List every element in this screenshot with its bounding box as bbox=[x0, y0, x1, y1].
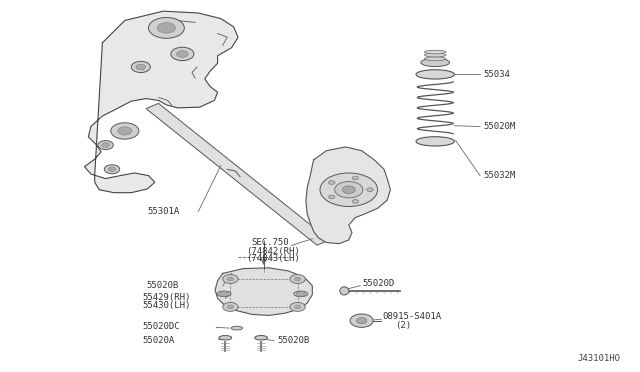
Ellipse shape bbox=[416, 137, 454, 146]
Circle shape bbox=[108, 167, 116, 171]
Ellipse shape bbox=[421, 58, 450, 67]
Circle shape bbox=[102, 143, 109, 147]
Circle shape bbox=[136, 64, 146, 70]
Circle shape bbox=[328, 195, 335, 199]
Text: 55020DC: 55020DC bbox=[142, 322, 180, 331]
Circle shape bbox=[290, 275, 305, 283]
Ellipse shape bbox=[219, 336, 232, 340]
Circle shape bbox=[220, 291, 228, 296]
Circle shape bbox=[157, 23, 175, 33]
Text: 55020B: 55020B bbox=[146, 281, 178, 290]
Circle shape bbox=[223, 302, 238, 311]
Ellipse shape bbox=[416, 70, 454, 79]
Ellipse shape bbox=[424, 50, 446, 54]
Circle shape bbox=[111, 123, 139, 139]
Polygon shape bbox=[84, 11, 238, 193]
Polygon shape bbox=[215, 268, 312, 315]
Ellipse shape bbox=[424, 57, 446, 61]
Circle shape bbox=[118, 127, 132, 135]
Text: SEC.750: SEC.750 bbox=[251, 238, 289, 247]
Circle shape bbox=[104, 165, 120, 174]
Ellipse shape bbox=[217, 291, 231, 297]
Circle shape bbox=[223, 275, 238, 283]
Circle shape bbox=[352, 176, 358, 180]
Text: (74842(RH): (74842(RH) bbox=[246, 247, 300, 256]
Circle shape bbox=[290, 302, 305, 311]
Text: 55020B: 55020B bbox=[278, 336, 310, 344]
Circle shape bbox=[342, 186, 355, 193]
Text: 55429(RH): 55429(RH) bbox=[142, 293, 191, 302]
Text: 55032M: 55032M bbox=[484, 171, 516, 180]
Circle shape bbox=[335, 182, 363, 198]
Polygon shape bbox=[146, 103, 330, 245]
Text: J43101HO: J43101HO bbox=[578, 354, 621, 363]
Ellipse shape bbox=[294, 291, 308, 297]
Circle shape bbox=[227, 305, 234, 309]
Circle shape bbox=[350, 314, 373, 327]
Text: 55301A: 55301A bbox=[147, 207, 179, 216]
Circle shape bbox=[296, 291, 305, 296]
Ellipse shape bbox=[340, 287, 349, 295]
Text: (2): (2) bbox=[396, 321, 412, 330]
Circle shape bbox=[367, 188, 373, 192]
Circle shape bbox=[328, 181, 335, 185]
Circle shape bbox=[320, 173, 378, 206]
Text: 08915-S401A: 08915-S401A bbox=[383, 312, 442, 321]
Circle shape bbox=[171, 47, 194, 61]
Circle shape bbox=[148, 17, 184, 38]
Text: 55430(LH): 55430(LH) bbox=[142, 301, 191, 310]
Circle shape bbox=[98, 141, 113, 150]
Text: 55020D: 55020D bbox=[362, 279, 394, 288]
Circle shape bbox=[294, 305, 301, 309]
Circle shape bbox=[131, 61, 150, 73]
Text: 55020M: 55020M bbox=[484, 122, 516, 131]
Circle shape bbox=[294, 277, 301, 281]
Circle shape bbox=[227, 277, 234, 281]
Polygon shape bbox=[306, 147, 390, 244]
Text: (74843(LH): (74843(LH) bbox=[246, 254, 300, 263]
Circle shape bbox=[356, 318, 367, 324]
Circle shape bbox=[177, 51, 188, 57]
Ellipse shape bbox=[231, 326, 243, 330]
Text: 55020A: 55020A bbox=[142, 336, 174, 344]
Ellipse shape bbox=[255, 336, 268, 340]
Circle shape bbox=[352, 199, 358, 203]
Ellipse shape bbox=[424, 53, 446, 57]
Text: 55034: 55034 bbox=[484, 70, 511, 79]
